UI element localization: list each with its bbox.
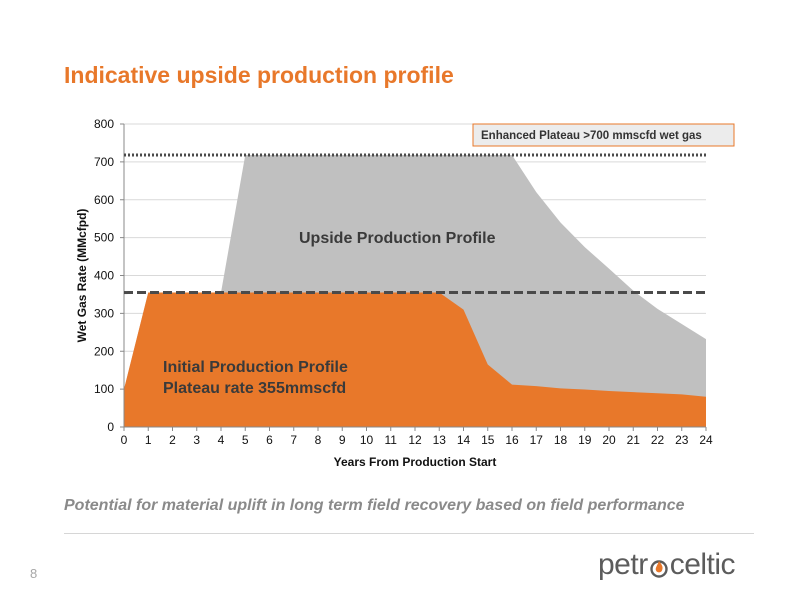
y-tick-label-500: 500	[94, 231, 114, 245]
flame-o-icon	[650, 560, 668, 578]
x-tick-label-5: 5	[242, 433, 249, 447]
logo-text-prefix: petr	[598, 548, 648, 581]
x-tick-label-13: 13	[433, 433, 447, 447]
x-tick-label-2: 2	[169, 433, 176, 447]
enhanced-plateau-box	[472, 123, 735, 147]
x-tick-label-12: 12	[408, 433, 422, 447]
plateau-rate-label: Plateau rate 355mmscfd	[163, 380, 346, 397]
axes	[120, 123, 707, 431]
annotations: Enhanced Plateau >700 mmscfd wet gas Ups…	[163, 123, 735, 397]
page-number: 8	[30, 566, 38, 581]
x-tick-label-10: 10	[360, 433, 374, 447]
y-axis-label: Wet Gas Rate (MMcfpd)	[75, 209, 89, 343]
x-tick-label-22: 22	[651, 433, 665, 447]
x-tick-label-24: 24	[699, 433, 713, 447]
x-axis-label: Years From Production Start	[334, 455, 497, 469]
y-tick-label-800: 800	[94, 117, 114, 131]
y-tick-label-700: 700	[94, 155, 114, 169]
x-tick-label-1: 1	[145, 433, 152, 447]
x-tick-labels: 0 1 2 3 4 5 6 7 8 9 10 11 12 13 14 15 16 17 18 19 20 21 22 23 24	[121, 433, 713, 447]
x-tick-label-21: 21	[627, 433, 641, 447]
x-tick-label-7: 7	[290, 433, 297, 447]
x-tick-label-4: 4	[218, 433, 225, 447]
enhanced-plateau-label: Enhanced Plateau >700 mmscfd wet gas	[481, 130, 702, 142]
x-tick-label-14: 14	[457, 433, 471, 447]
slide-caption: Potential for material uplift in long te…	[64, 497, 685, 514]
initial-production-area	[124, 292, 706, 427]
y-tick-labels: 0 100 200 300 400 500 600 700 800	[94, 117, 114, 434]
x-tick-label-11: 11	[385, 433, 398, 447]
y-tick-label-100: 100	[94, 382, 114, 396]
y-tick-label-600: 600	[94, 193, 114, 207]
reference-lines	[124, 153, 707, 295]
x-tick-label-16: 16	[505, 433, 519, 447]
y-tick-label-400: 400	[94, 269, 114, 283]
x-tick-label-20: 20	[602, 433, 616, 447]
x-tick-label-15: 15	[481, 433, 495, 447]
upside-profile-label: Upside Production Profile	[299, 230, 496, 247]
y-tick-label-300: 300	[94, 306, 114, 320]
company-logo: petr celtic	[598, 545, 736, 585]
x-tick-label-8: 8	[315, 433, 322, 447]
x-tick-label-18: 18	[554, 433, 568, 447]
x-tick-label-6: 6	[266, 433, 273, 447]
slide-title: Indicative upside production profile	[64, 62, 454, 88]
footer-divider	[64, 533, 754, 534]
x-tick-label-19: 19	[578, 433, 592, 447]
x-tick-label-9: 9	[339, 433, 346, 447]
y-tick-label-0: 0	[107, 420, 114, 434]
area-series	[124, 155, 706, 427]
y-tick-label-200: 200	[94, 344, 114, 358]
logo-text-suffix: celtic	[669, 548, 736, 581]
x-tick-label-23: 23	[675, 433, 689, 447]
initial-profile-label: Initial Production Profile	[163, 359, 348, 376]
x-tick-label-17: 17	[530, 433, 544, 447]
x-tick-label-0: 0	[121, 433, 128, 447]
x-tick-label-3: 3	[193, 433, 200, 447]
